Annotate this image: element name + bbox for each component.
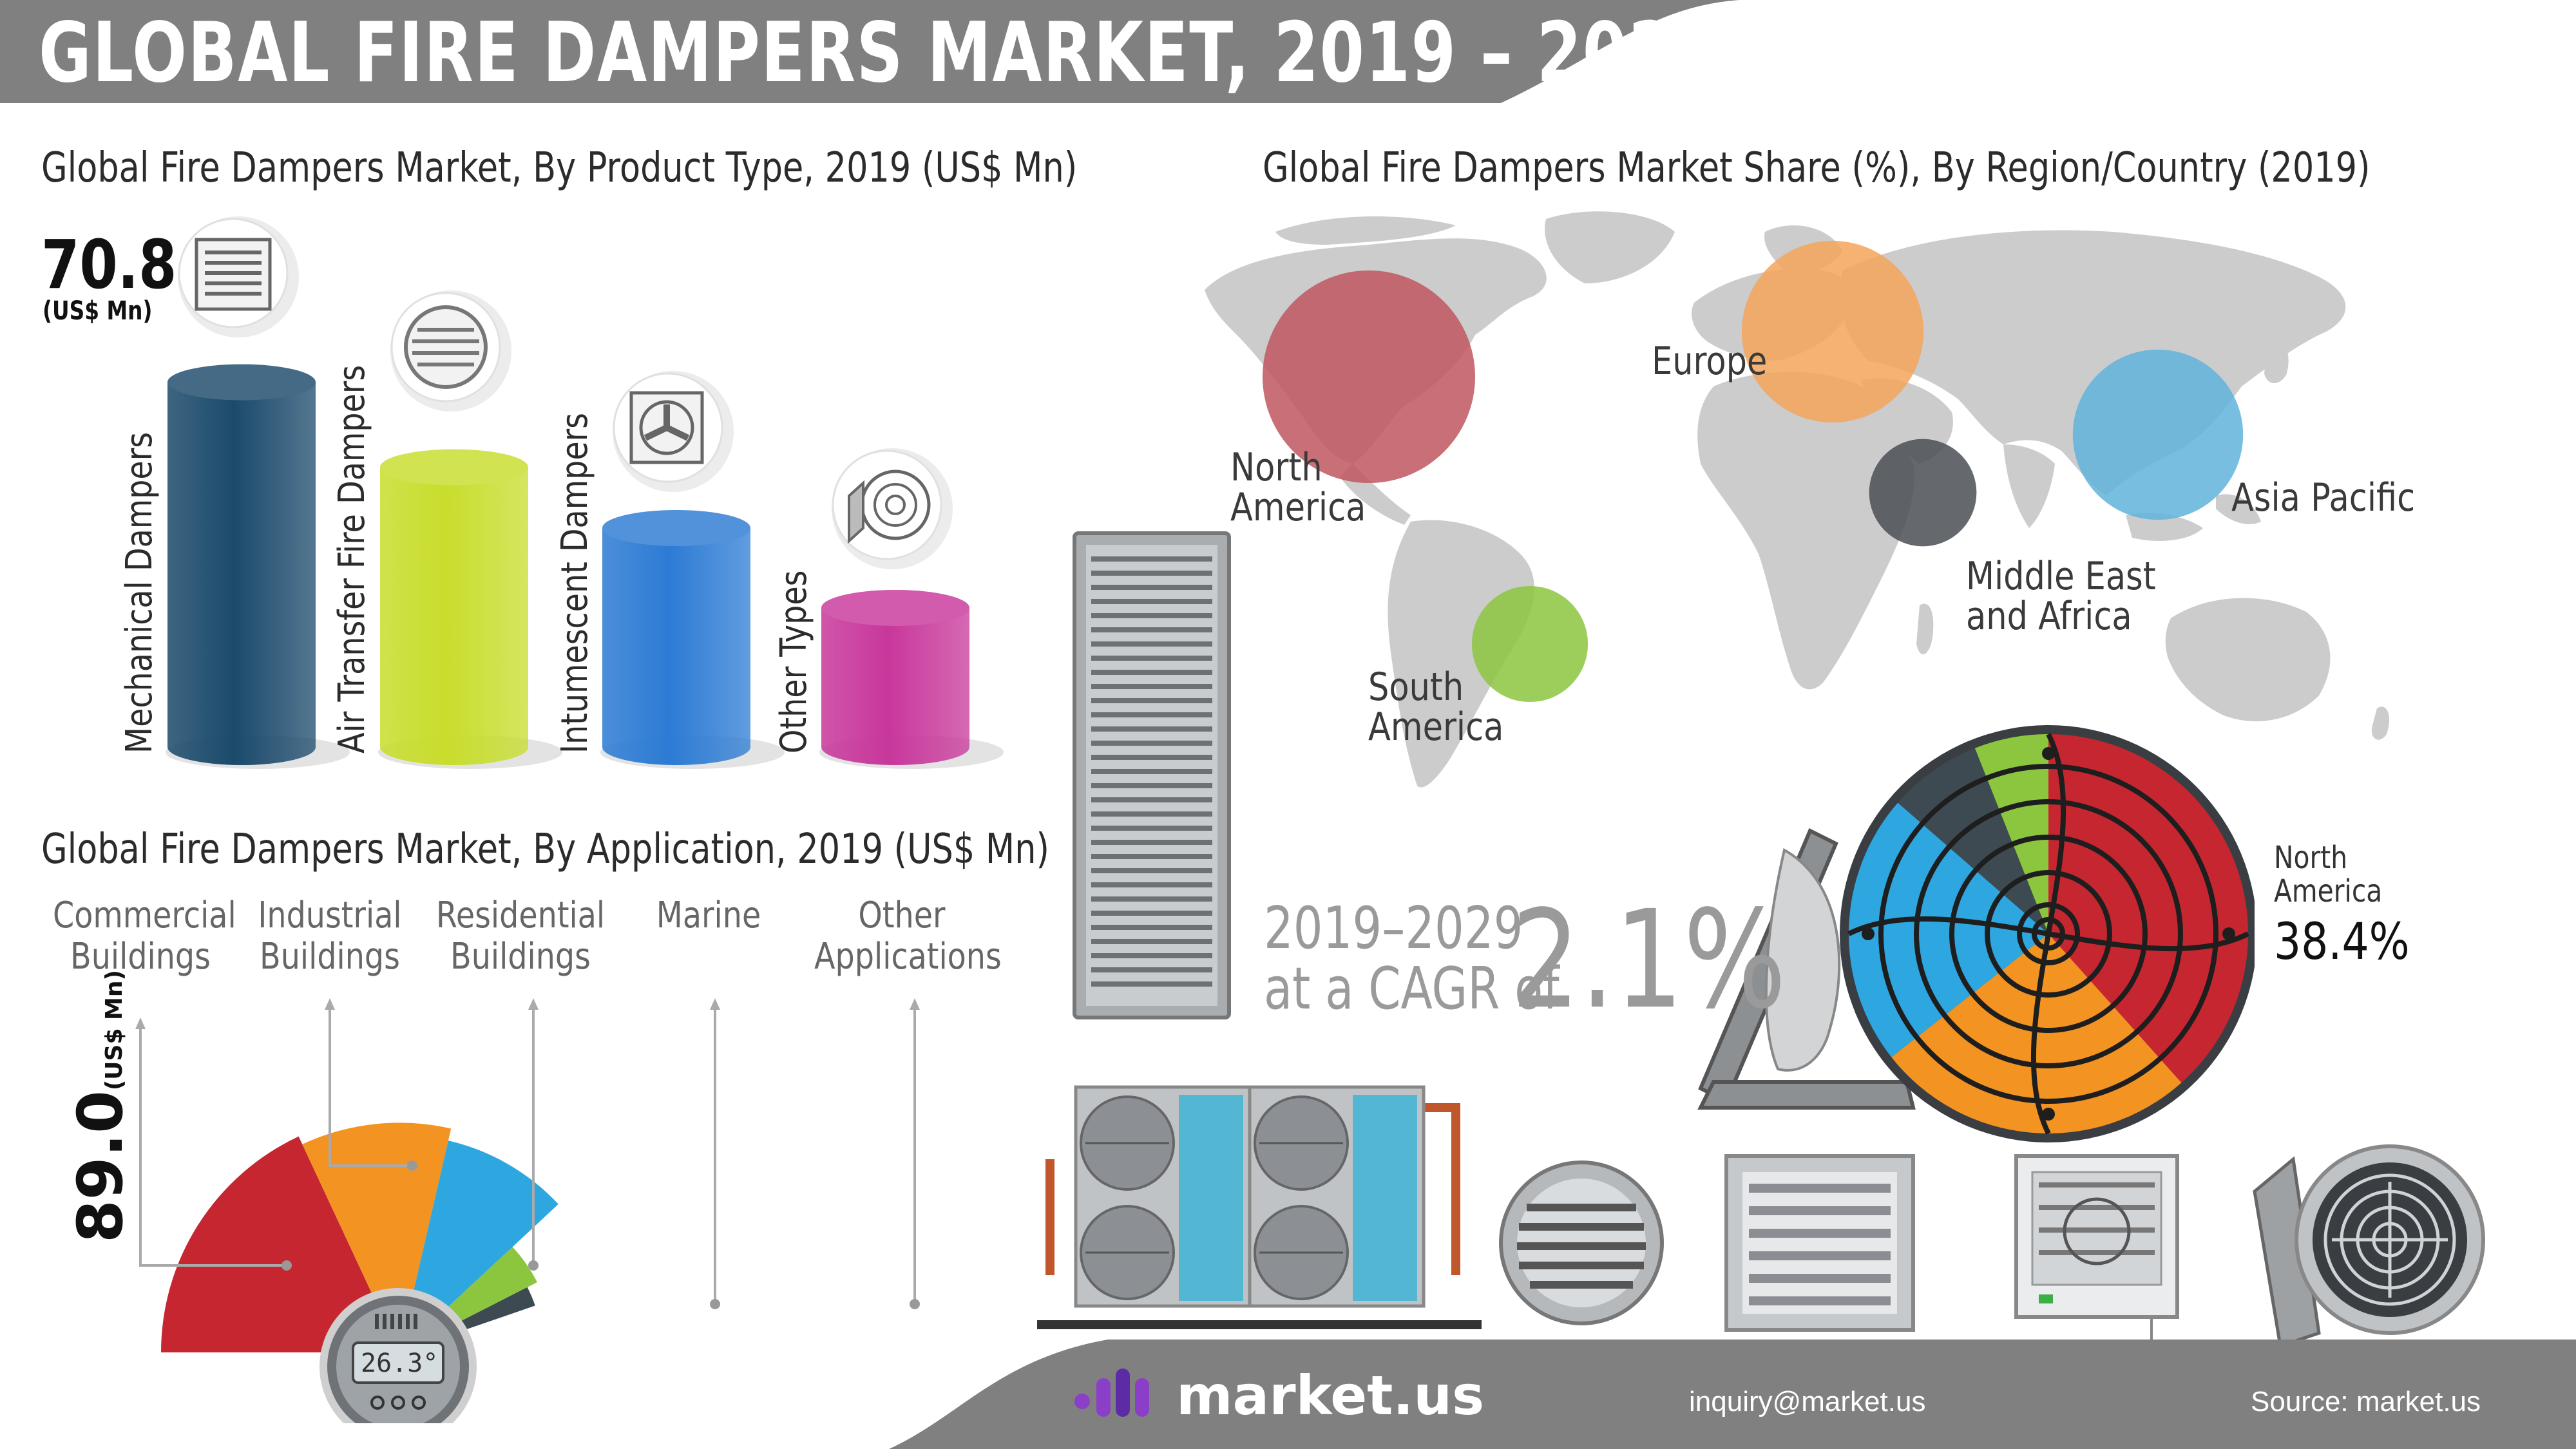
product-callout-value: 70.8 (41, 225, 177, 304)
region-label-south-america: South America (1368, 665, 1504, 750)
cagr-caption: at a CAGR of (1264, 955, 1560, 1023)
bubble-europe (1741, 240, 1924, 423)
bubble-asia-pacific (2072, 349, 2244, 520)
intumescent-damper-icon (613, 371, 734, 492)
sector-commercial-buildings (161, 1136, 399, 1352)
application-callout-value: 89.0 (64, 1090, 137, 1243)
bar-label-other-types: Other Types (773, 570, 815, 753)
product-type-chart (166, 216, 1004, 769)
round-grille-icon (1499, 1160, 1664, 1325)
thermostat-icon (320, 1288, 477, 1423)
mechanical-damper-icon (178, 216, 299, 337)
bar-other-types (819, 590, 1004, 769)
exhaust-fan-icon (2014, 1154, 2179, 1340)
bar-air-transfer-fire-dampers (378, 449, 562, 769)
region-label-asia-pacific: Asia Pacific (2231, 475, 2416, 520)
application-chart-title: Global Fire Dampers Market, By Applicati… (41, 826, 1049, 873)
wheel-slice-middle-east-and-africa (1974, 734, 2048, 934)
region-label-north-america: North America (1230, 445, 1366, 530)
bar-label-mechanical: Mechanical Dampers (119, 431, 160, 753)
bar-label-intumescent: Intumescent Dampers (554, 413, 596, 753)
footer-logo-text: market.us (1176, 1364, 1485, 1427)
product-chart-title: Global Fire Dampers Market, By Product T… (41, 144, 1078, 192)
application-callout: 89.0(US$ Mn) (64, 970, 137, 1243)
vertical-vent-icon (1073, 531, 1231, 1019)
app-label-other-applications: Other Applications (814, 895, 1002, 978)
cagr-value: 2.1% (1511, 881, 1786, 1039)
app-label-commercial: Commercial Buildings (53, 895, 236, 978)
bubble-south-america (1471, 585, 1589, 703)
world-map (1205, 211, 2390, 788)
highlight-region-label: North America (2274, 840, 2383, 909)
app-label-residential-buildings: Residential Buildings (435, 895, 606, 978)
market-us-logo-icon (1074, 1368, 1149, 1417)
footer-source: Source: market.us (2251, 1386, 2481, 1417)
other-types-damper-icon (832, 448, 953, 569)
square-louver-icon (1724, 1154, 1915, 1332)
bubble-middle-east-and-africa (1869, 439, 1977, 547)
bar-intumescent-dampers (600, 510, 785, 769)
page-title: GLOBAL FIRE DAMPERS MARKET, 2019 – 2029 (39, 5, 1720, 101)
header-banner (0, 0, 1739, 103)
region-label-middle-east-africa: Middle East and Africa (1966, 554, 2156, 639)
wheel-slice-north-america (2048, 734, 2248, 1083)
sector-industrial-buildings (302, 1122, 452, 1352)
bubble-north-america (1263, 270, 1475, 483)
application-callout-unit: (US$ Mn) (101, 970, 128, 1091)
app-label-industrial-buildings: Industrial Buildings (258, 895, 402, 978)
cagr-period: 2019–2029 (1264, 895, 1523, 962)
ac-unit-icon (1037, 1085, 1482, 1329)
footer-banner (889, 1340, 2576, 1449)
product-callout-unit: (US$ Mn) (43, 296, 153, 326)
region-label-europe: Europe (1652, 339, 1768, 384)
wheel-slice-asia-pacific (1849, 802, 2048, 1057)
highlight-region-value: 38.4% (2274, 913, 2410, 971)
round-fire-damper-icon (2253, 1144, 2485, 1340)
region-share-wheel (1697, 725, 2255, 1142)
equipment-row (1037, 1085, 2485, 1340)
application-chart (135, 998, 920, 1423)
thermostat-reading: 26.3° (361, 1349, 439, 1378)
air-transfer-damper-icon (390, 290, 511, 412)
footer-email[interactable]: inquiry@market.us (1689, 1386, 1926, 1417)
region-chart-title: Global Fire Dampers Market Share (%), By… (1263, 144, 2371, 192)
app-label-marine: Marine (656, 895, 761, 936)
sector-residential-buildings (399, 1141, 558, 1352)
bar-label-air-transfer: Air Transfer Fire Dampers (331, 365, 373, 753)
bar-mechanical-dampers (166, 364, 350, 769)
